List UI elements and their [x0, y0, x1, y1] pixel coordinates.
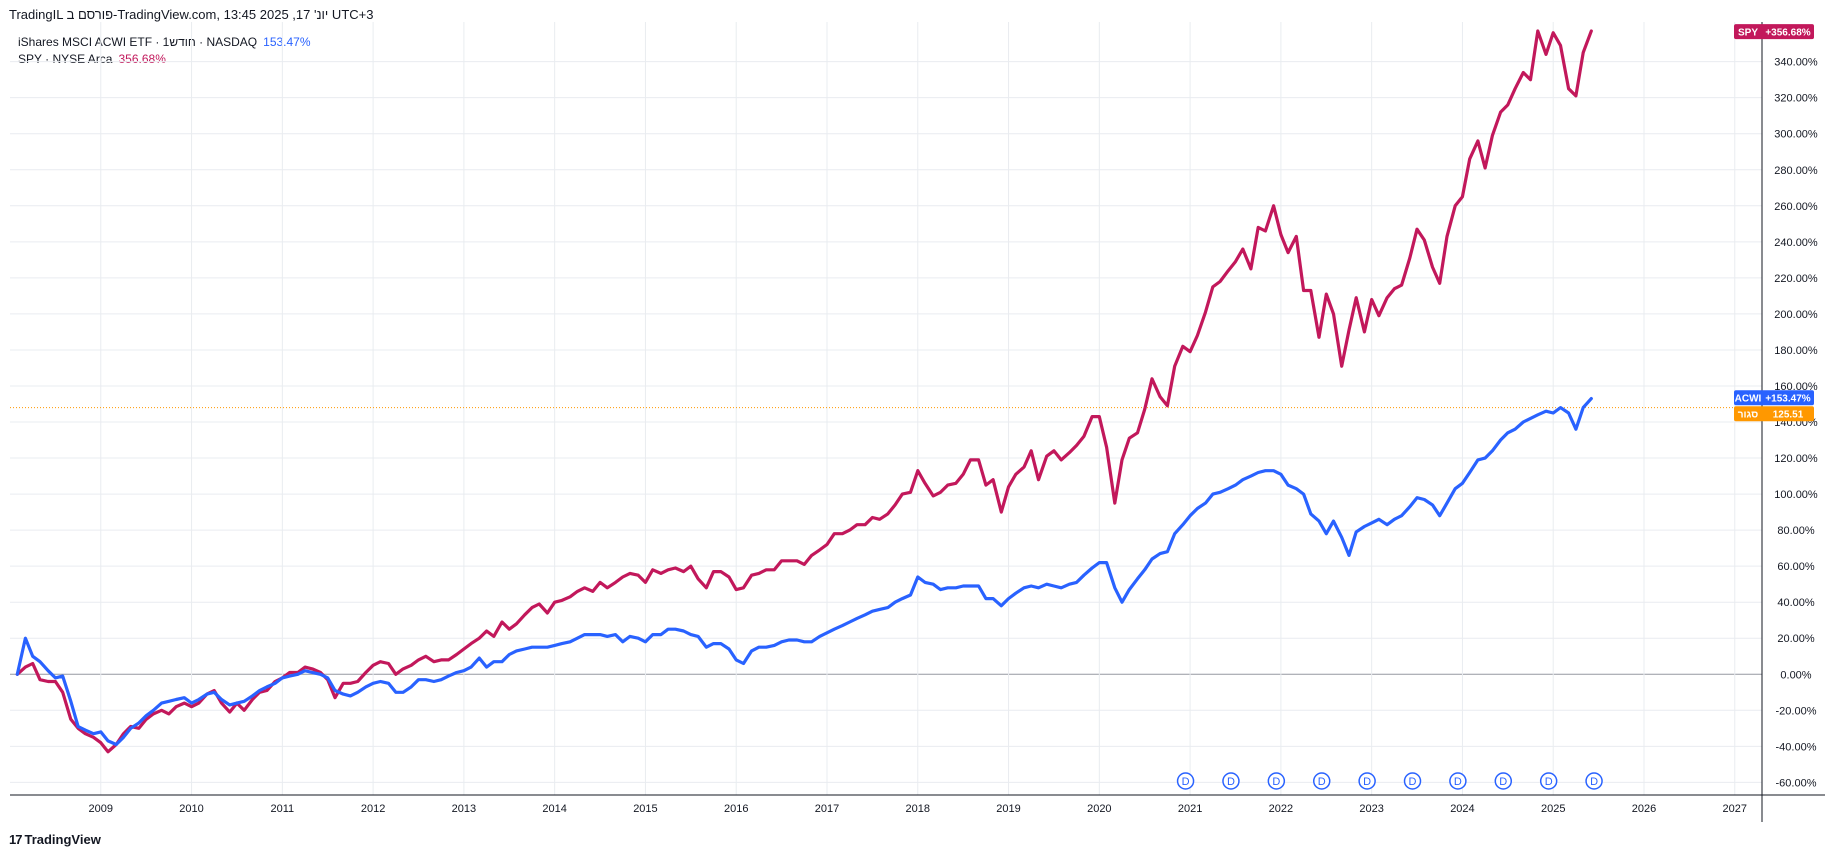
dividend-marker-label: D [1409, 776, 1417, 788]
y-tick-label: 320.00% [1774, 93, 1818, 105]
y-tick-label: -20.00% [1776, 705, 1817, 717]
dividend-marker-label: D [1227, 776, 1235, 788]
badge-acwi-name: ACWI [1735, 394, 1762, 405]
x-tick-label: 2011 [271, 803, 295, 815]
y-tick-label: -40.00% [1776, 741, 1817, 753]
y-tick-label: 0.00% [1780, 669, 1811, 681]
y-tick-label: 280.00% [1774, 165, 1818, 177]
legend-spy-value: 356.68% [118, 52, 166, 66]
badge-close-value: 125.51 [1773, 410, 1804, 421]
tradingview-logo[interactable]: 17 TradingView [9, 832, 101, 847]
dividend-marker[interactable] [1267, 772, 1286, 790]
publish-header: TradingIL פורסם ב-TradingView.com, יונ' … [9, 7, 373, 22]
dividend-marker[interactable] [1449, 772, 1467, 790]
series-legend: iShares MSCI ACWI ETF · 1חודש · NASDAQ 15… [18, 34, 311, 68]
y-tick-label: 160.00% [1774, 381, 1818, 393]
x-tick-label: 2024 [1450, 803, 1474, 815]
dividend-marker[interactable] [1358, 772, 1376, 790]
dividend-marker-label: D [1272, 776, 1280, 788]
x-tick-label: 2016 [724, 803, 748, 815]
dividend-marker-label: D [1363, 776, 1371, 788]
publish-header-text: TradingIL פורסם ב-TradingView.com, יונ' … [9, 7, 374, 22]
dividend-marker-label: D [1545, 776, 1553, 788]
dividend-marker-label: D [1499, 776, 1507, 788]
y-tick-label: 340.00% [1774, 57, 1818, 69]
badge-acwi-value: +153.47% [1765, 394, 1810, 405]
x-tick-label: 2021 [1178, 803, 1202, 815]
dividend-marker-label: D [1182, 776, 1190, 788]
y-tick-label: 220.00% [1774, 273, 1818, 285]
y-tick-label: 80.00% [1777, 525, 1815, 537]
x-tick-label: 2015 [633, 803, 657, 815]
x-tick-label: 2023 [1359, 803, 1383, 815]
x-tick-label: 2025 [1541, 803, 1565, 815]
dividend-marker[interactable] [1403, 772, 1422, 790]
x-tick-label: 2010 [179, 803, 203, 815]
y-tick-label: 120.00% [1774, 453, 1818, 465]
badge-spy-name: SPY [1738, 28, 1758, 39]
x-tick-label: 2026 [1632, 803, 1656, 815]
dividend-marker-label: D [1590, 776, 1598, 788]
badge-close[interactable] [1734, 406, 1814, 422]
x-tick-label: 2009 [89, 803, 113, 815]
dividend-marker[interactable] [1539, 772, 1558, 790]
dividend-marker-label: D [1318, 776, 1326, 788]
x-tick-label: 2019 [996, 803, 1020, 815]
x-tick-label: 2017 [815, 803, 839, 815]
dividend-marker[interactable] [1585, 772, 1603, 790]
x-tick-label: 2020 [1087, 803, 1111, 815]
tradingview-logo-mark: 17 [9, 832, 23, 847]
y-tick-label: 60.00% [1777, 561, 1815, 573]
dividend-marker[interactable] [1222, 772, 1240, 790]
y-tick-label: 100.00% [1774, 489, 1818, 501]
badge-spy[interactable] [1734, 24, 1814, 40]
y-tick-label: 240.00% [1774, 237, 1818, 249]
legend-spy[interactable]: SPY · NYSE Arca 356.68% [18, 51, 311, 68]
legend-spy-label: SPY · NYSE Arca [18, 52, 113, 66]
dividend-marker[interactable] [1494, 772, 1513, 790]
legend-acwi-value: 153.47% [263, 35, 311, 49]
y-tick-label: 40.00% [1777, 597, 1815, 609]
badge-acwi[interactable] [1734, 390, 1814, 406]
x-tick-label: 2013 [452, 803, 476, 815]
y-tick-label: -60.00% [1776, 777, 1817, 789]
tradingview-logo-text: TradingView [24, 832, 101, 847]
x-tick-label: 2014 [542, 803, 566, 815]
y-tick-label: 200.00% [1774, 309, 1818, 321]
y-tick-label: 180.00% [1774, 345, 1818, 357]
y-tick-label: 20.00% [1777, 633, 1815, 645]
x-tick-label: 2018 [906, 803, 930, 815]
y-tick-label: 260.00% [1774, 201, 1818, 213]
legend-acwi[interactable]: iShares MSCI ACWI ETF · 1חודש · NASDAQ 15… [18, 34, 311, 51]
x-tick-label: 2022 [1269, 803, 1293, 815]
legend-acwi-label: iShares MSCI ACWI ETF · 1חודש · NASDAQ [18, 35, 258, 49]
badge-close-name: סגור [1738, 410, 1759, 421]
series-line-acwi[interactable] [15, 397, 1593, 747]
dividend-marker[interactable] [1176, 772, 1195, 790]
badge-spy-value: +356.68% [1765, 28, 1810, 39]
series-line-spy[interactable] [15, 29, 1593, 754]
dividend-marker[interactable] [1312, 772, 1331, 790]
dividend-marker-label: D [1454, 776, 1462, 788]
y-tick-label: 300.00% [1774, 129, 1818, 141]
x-tick-label: 2027 [1723, 803, 1747, 815]
x-tick-label: 2012 [361, 803, 385, 815]
